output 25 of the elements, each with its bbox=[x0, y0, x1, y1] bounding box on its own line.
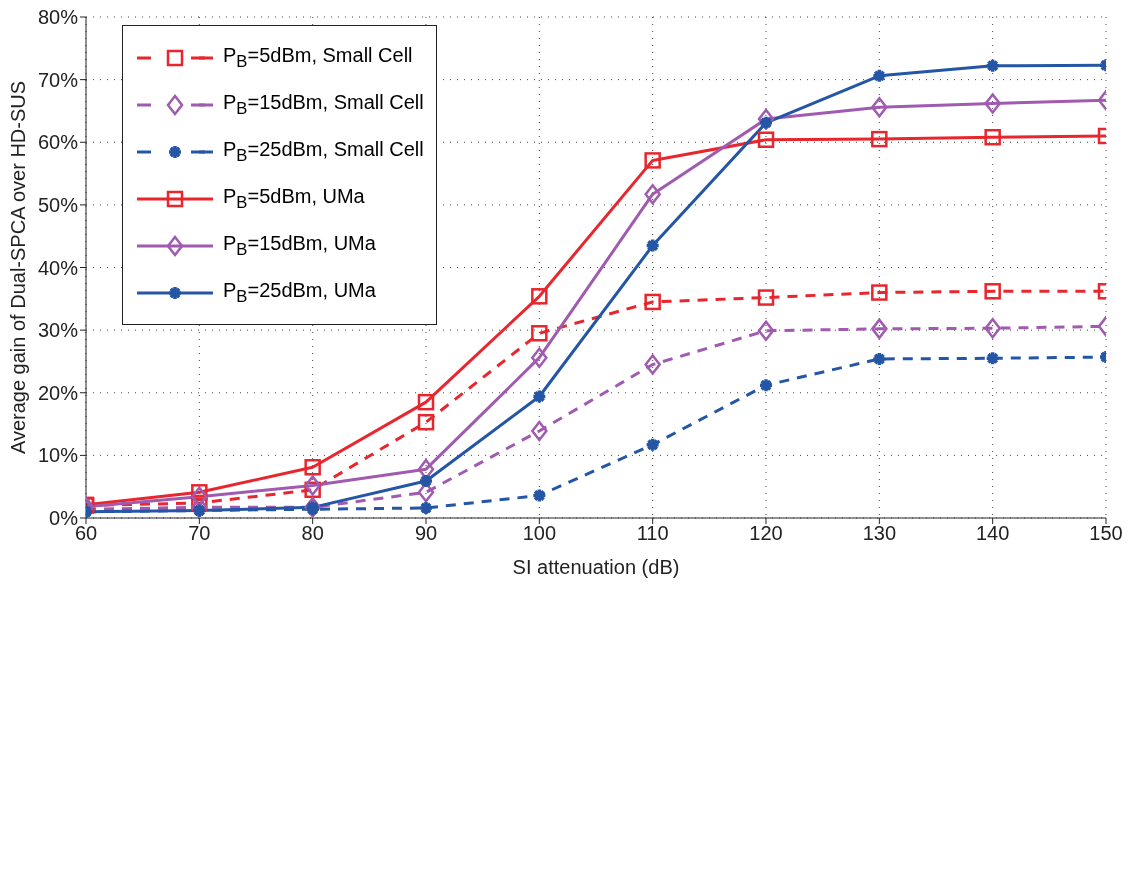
x-tick-label: 130 bbox=[862, 522, 897, 545]
x-tick-label: 140 bbox=[975, 522, 1010, 545]
y-tick-label: 30% bbox=[37, 319, 79, 342]
y-tick-label: 20% bbox=[37, 381, 79, 404]
legend-label: P$_{B}$=15dBm, UMa bbox=[223, 231, 376, 260]
y-tick-label: 50% bbox=[37, 193, 79, 216]
legend-label: P$_{B}$=25dBm, UMa bbox=[223, 278, 376, 307]
x-tick-label: 80 bbox=[301, 522, 324, 545]
legend-label: P$_{B}$=5dBm, UMa bbox=[223, 184, 365, 213]
x-axis-title: SI attenuation (dB) bbox=[512, 556, 680, 578]
y-tick-label: 80% bbox=[37, 6, 79, 29]
legend-label: P$_{B}$=5dBm, Small Cell bbox=[223, 43, 413, 72]
x-tick-label: 90 bbox=[414, 522, 438, 545]
y-tick-label: 70% bbox=[37, 68, 79, 91]
x-tick-label: 110 bbox=[636, 522, 669, 545]
y-axis-title: Average gain of Dual-SPCA over HD-SUS bbox=[7, 80, 30, 455]
y-tick-label: 40% bbox=[37, 256, 79, 279]
y-tick-label: 60% bbox=[37, 131, 79, 154]
x-tick-label: 70 bbox=[188, 522, 211, 545]
legend-label: P$_{B}$=15dBm, Small Cell bbox=[223, 90, 424, 119]
x-tick-label: 100 bbox=[522, 522, 557, 545]
x-tick-label: 150 bbox=[1089, 522, 1123, 545]
x-tick-label: 120 bbox=[749, 522, 783, 545]
legend-label: P$_{B}$=25dBm, Small Cell bbox=[223, 137, 424, 166]
y-tick-label: 10% bbox=[37, 444, 79, 467]
